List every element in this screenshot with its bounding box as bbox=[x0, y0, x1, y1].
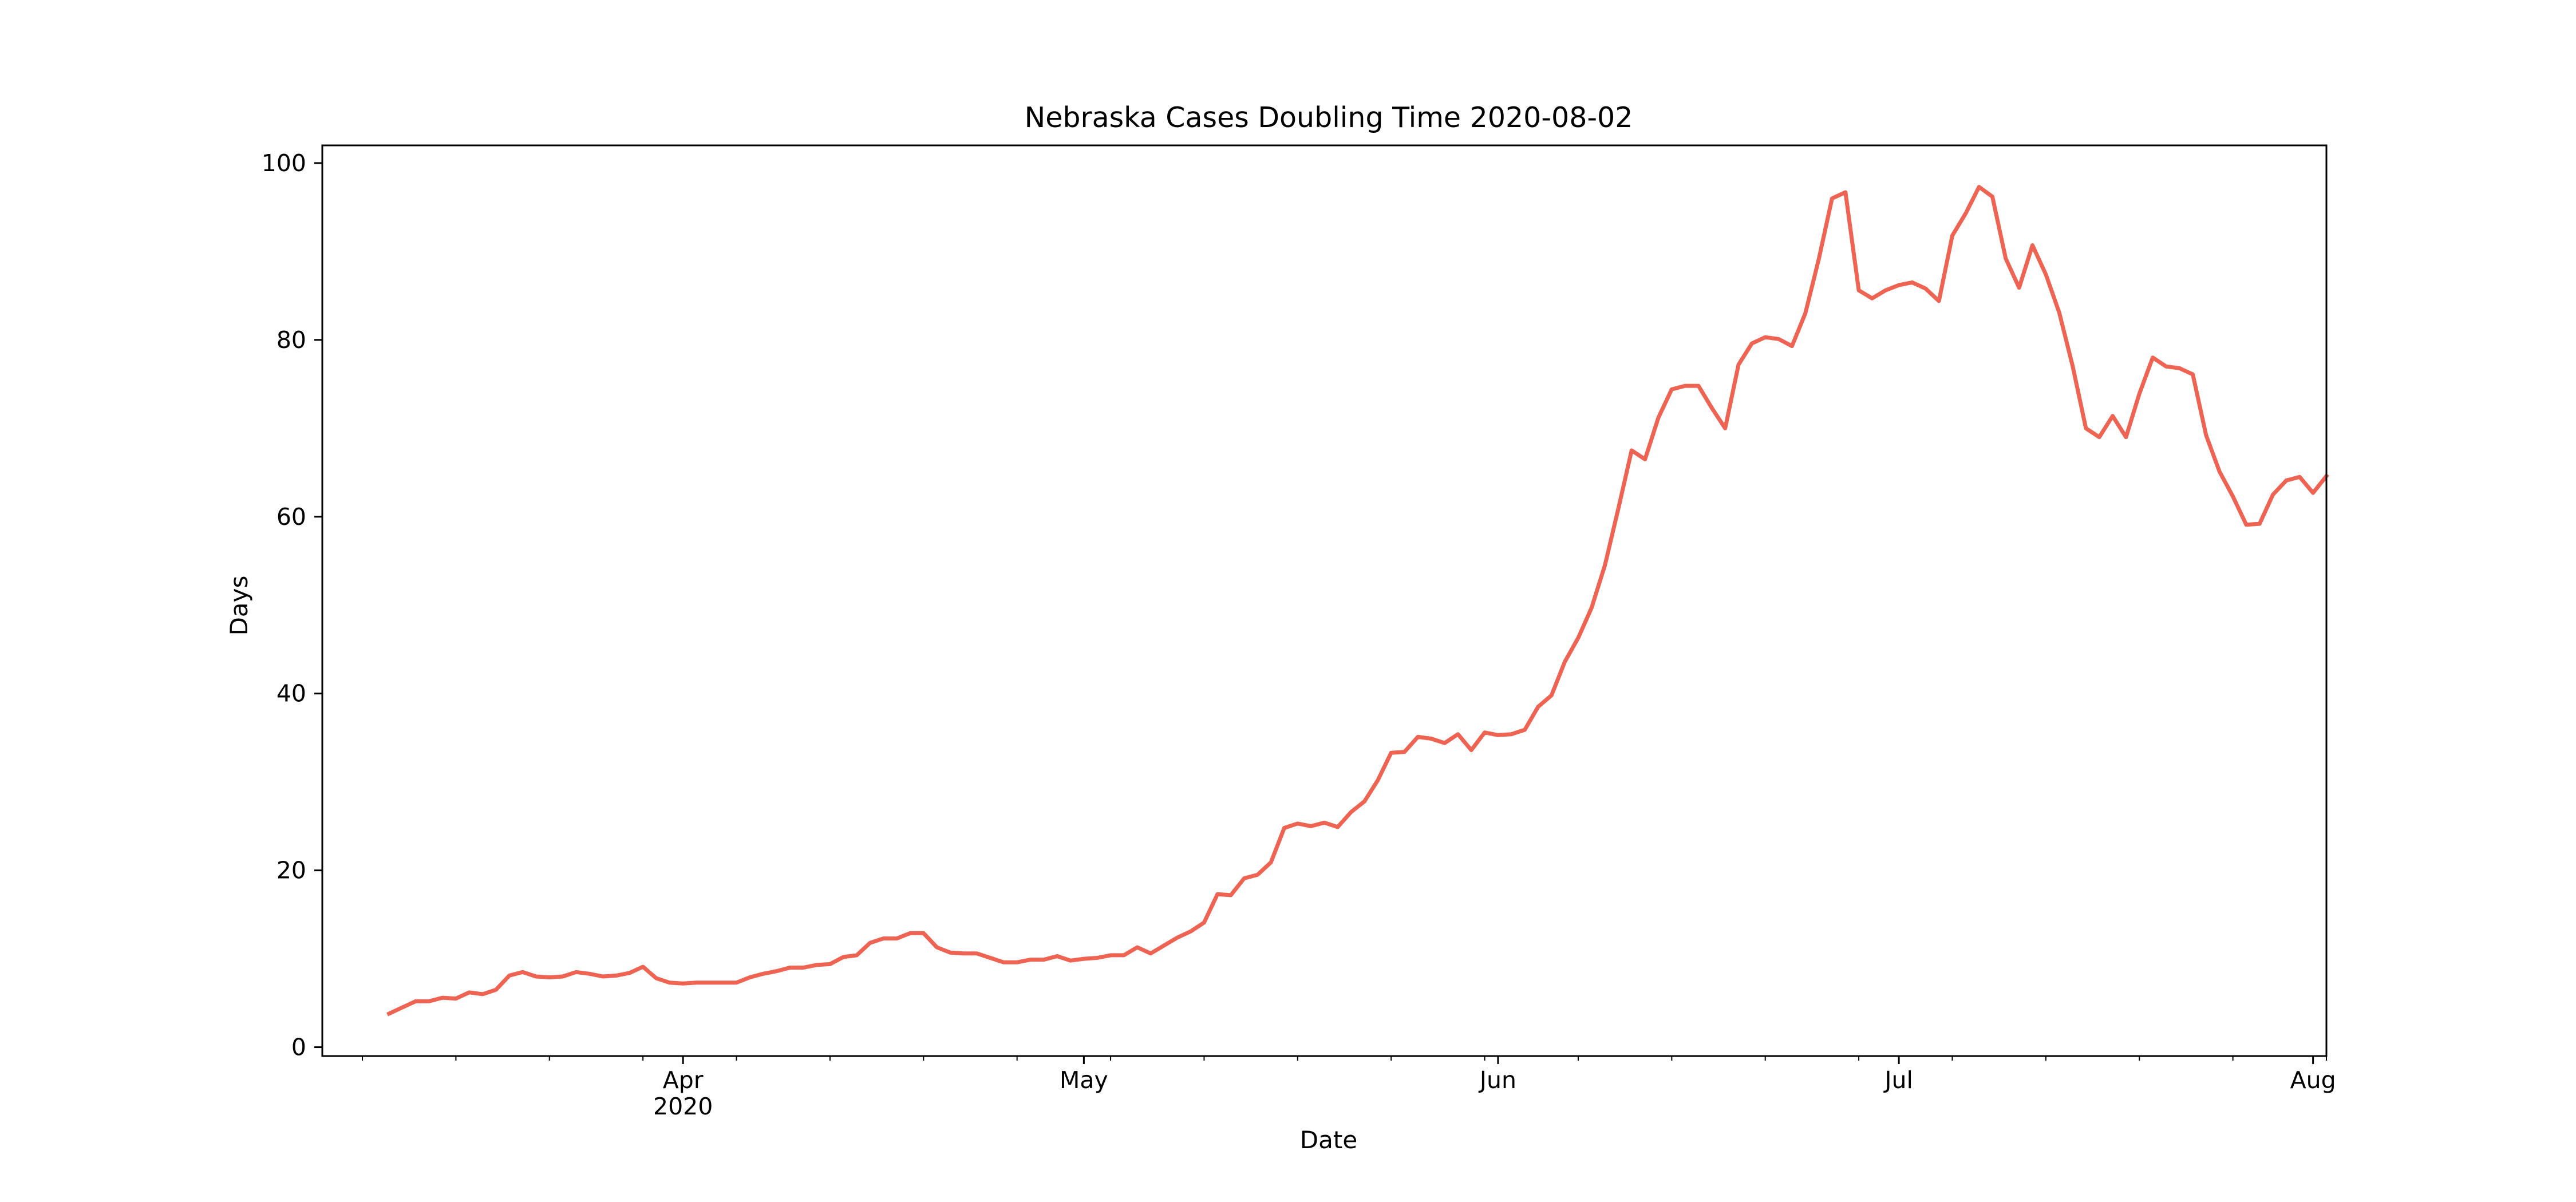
x-tick-label: Jul bbox=[1883, 1066, 1913, 1094]
y-tick-label: 40 bbox=[276, 680, 306, 707]
axes-frame bbox=[321, 144, 2328, 1057]
series-line bbox=[386, 185, 2329, 1017]
y-axis-label: Days bbox=[225, 576, 253, 636]
x-tick-label: May bbox=[1060, 1066, 1108, 1094]
x-tick-label: Apr bbox=[663, 1066, 704, 1094]
x-tick-sublabel: 2020 bbox=[653, 1093, 713, 1120]
y-tick-label: 100 bbox=[262, 149, 306, 177]
y-tick-label: 20 bbox=[276, 857, 306, 884]
x-tick-label: Aug bbox=[2290, 1066, 2336, 1094]
y-tick-label: 60 bbox=[276, 503, 306, 531]
x-axis-label: Date bbox=[1300, 1126, 1357, 1154]
x-tick-label: Jun bbox=[1478, 1066, 1516, 1094]
y-tick-label: 0 bbox=[291, 1034, 306, 1061]
plot-area bbox=[386, 185, 2329, 1017]
chart-title: Nebraska Cases Doubling Time 2020-08-02 bbox=[1025, 101, 1633, 134]
y-tick-label: 80 bbox=[276, 326, 306, 354]
